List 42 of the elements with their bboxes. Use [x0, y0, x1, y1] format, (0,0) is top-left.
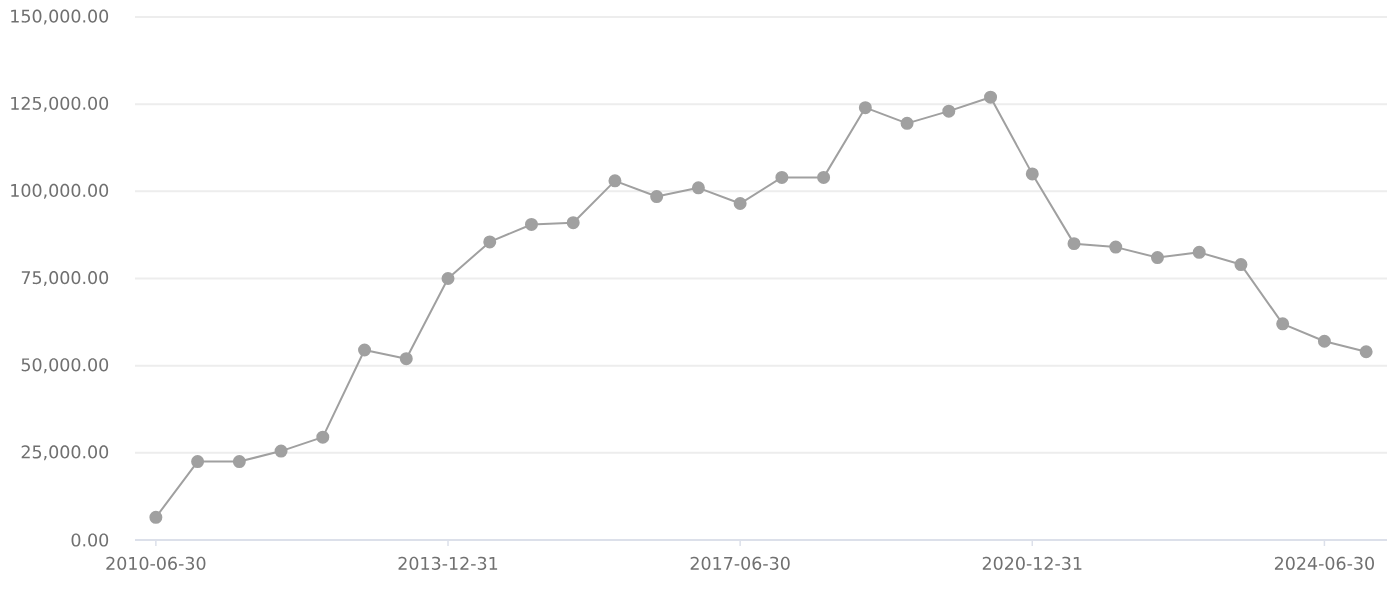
point — [1234, 258, 1248, 272]
x-tick-label: 2013-12-31 — [398, 556, 498, 570]
point — [984, 90, 998, 104]
point — [650, 190, 664, 204]
point — [1025, 167, 1039, 181]
point — [274, 444, 288, 458]
y-tick-label: 0.00 — [71, 533, 109, 547]
x-tick-label: 2017-06-30 — [690, 556, 790, 570]
point — [1109, 240, 1123, 254]
y-tick-label: 25,000.00 — [21, 445, 109, 461]
y-tick-label: 125,000.00 — [11, 96, 109, 112]
point — [942, 104, 956, 118]
point — [191, 455, 205, 469]
point — [775, 170, 789, 184]
point — [399, 352, 413, 366]
x-tick-label: 2020-12-31 — [982, 556, 1082, 570]
point — [1067, 237, 1081, 251]
point — [149, 510, 163, 524]
point — [358, 343, 372, 357]
point — [1359, 345, 1373, 359]
point — [441, 272, 455, 285]
point — [232, 455, 246, 469]
x-tick-label: 2010-06-30 — [106, 556, 206, 570]
point — [733, 197, 747, 211]
y-tick-label: 50,000.00 — [21, 358, 109, 374]
point — [1192, 245, 1206, 259]
point — [1317, 334, 1331, 348]
point — [524, 217, 538, 231]
point — [1276, 317, 1290, 331]
point — [900, 116, 914, 130]
x-tick-label: 2024-06-30 — [1274, 556, 1374, 570]
y-tick-label: 75,000.00 — [21, 271, 109, 286]
point — [1150, 251, 1164, 265]
point — [691, 181, 705, 195]
point — [316, 430, 330, 444]
point — [817, 170, 831, 184]
y-tick-label: 150,000.00 — [11, 9, 109, 25]
point — [858, 101, 872, 115]
point — [608, 174, 622, 188]
point — [483, 235, 497, 249]
y-tick-label: 100,000.00 — [11, 183, 109, 199]
point — [566, 216, 580, 230]
